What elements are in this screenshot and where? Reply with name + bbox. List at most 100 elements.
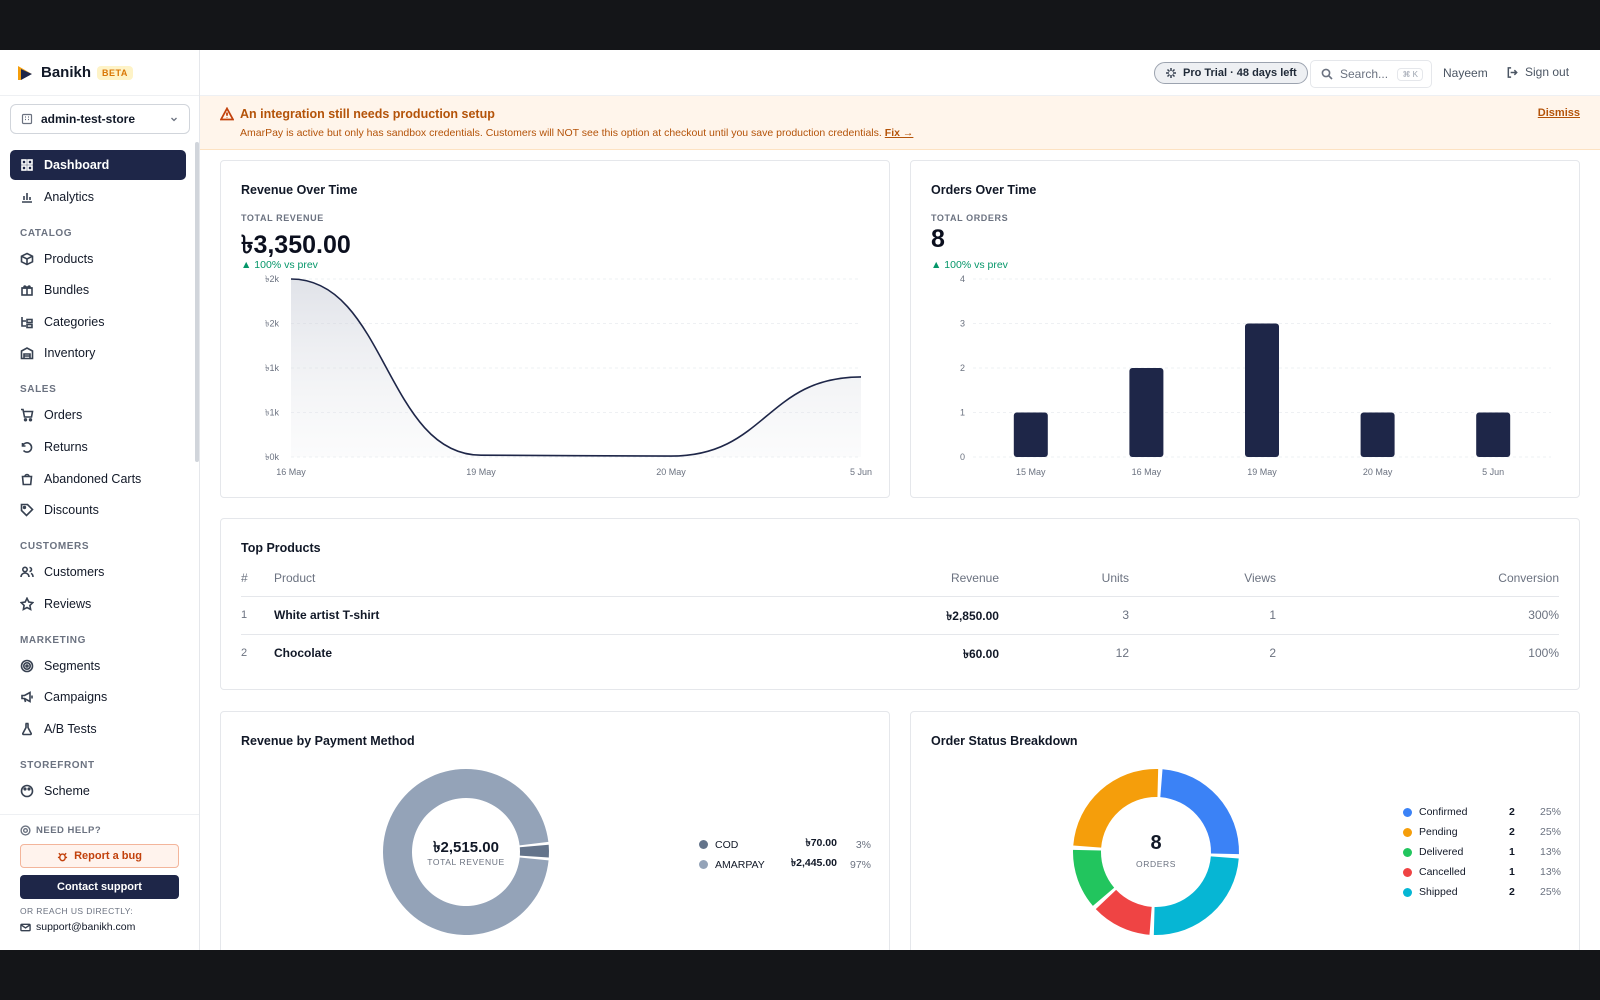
tag-icon (20, 503, 34, 517)
legend-label: Confirmed (1419, 806, 1468, 818)
sidebar-item-discounts[interactable]: Discounts (10, 495, 186, 525)
sidebar-item-label: Bundles (44, 283, 90, 298)
user-name[interactable]: Nayeem (1443, 66, 1488, 80)
x-tick-label: 19 May (466, 467, 496, 477)
nav-section-customers: CUSTOMERS (20, 541, 90, 553)
donut-slice-shipped[interactable] (1153, 856, 1239, 935)
x-tick-label: 16 May (1132, 467, 1162, 477)
bug-icon (57, 852, 68, 861)
sidebar-item-label: Inventory (44, 346, 96, 361)
sidebar-item-customers[interactable]: Customers (10, 557, 186, 587)
donut-slice-cancelled[interactable] (1095, 889, 1152, 935)
sidebar-item-label: Abandoned Carts (44, 471, 142, 486)
sidebar: Banikh BETA admin-test-store Dashboard An… (0, 50, 200, 950)
contact-support-button[interactable]: Contact support (20, 875, 179, 899)
legend-item[interactable]: Confirmed 2 25% (1403, 806, 1563, 818)
donut-slice-amarpay[interactable] (383, 769, 549, 936)
search-icon (1321, 68, 1333, 80)
legend-count: 1 (1509, 866, 1515, 878)
bar[interactable] (1245, 323, 1279, 458)
support-email-link[interactable]: support@banikh.com (20, 921, 179, 933)
sidebar-item-label: Dashboard (44, 158, 110, 172)
box-icon (20, 252, 34, 265)
legend-pct: 97% (849, 858, 871, 871)
search-input[interactable]: Search... ⌘ K (1310, 60, 1432, 88)
legend-pct: 3% (855, 838, 871, 851)
bar[interactable] (1360, 412, 1395, 458)
legend-item[interactable]: Delivered 1 13% (1403, 846, 1563, 858)
y-tick-label: ৳2k (265, 274, 279, 284)
col-conversion: Conversion (1498, 571, 1559, 585)
status-donut-chart[interactable] (911, 712, 1581, 950)
sparkles-icon (1166, 68, 1176, 78)
donut-slice-delivered[interactable] (1073, 849, 1115, 906)
alert-fix-link[interactable]: Fix → (884, 127, 914, 139)
legend-item[interactable]: COD ৳70.00 3% (699, 836, 871, 853)
sidebar-item-products[interactable]: Products (10, 244, 186, 274)
bar[interactable] (1476, 412, 1511, 458)
sidebar-item-scheme[interactable]: Scheme (10, 776, 186, 806)
grid-icon (21, 159, 33, 171)
x-tick-label: 20 May (1363, 467, 1393, 477)
sidebar-item-categories[interactable]: Categories (10, 307, 186, 337)
bar-chart-icon (22, 192, 32, 203)
sidebar-item-segments[interactable]: Segments (10, 651, 186, 681)
store-name: admin-test-store (41, 112, 136, 126)
sign-out-button[interactable]: Sign out (1506, 65, 1569, 79)
kpi-label: TOTAL ORDERS (931, 213, 1009, 223)
y-tick-label: ৳1k (265, 363, 279, 373)
row-conversion: 300% (1528, 608, 1559, 622)
sidebar-item-orders[interactable]: Orders (10, 400, 186, 430)
x-tick-label: 19 May (1247, 467, 1277, 477)
lifebuoy-icon (20, 825, 31, 836)
sidebar-item-analytics[interactable]: Analytics (10, 182, 186, 212)
store-selector[interactable]: admin-test-store (10, 104, 190, 134)
revenue-chart[interactable]: ৳2k ৳2k ৳1k ৳1k ৳0k 16 May 19 May 20 May 5 Jun (221, 161, 891, 499)
row-revenue: ৳2,850.00 (946, 609, 999, 623)
donut-center-value: 8 (1150, 832, 1162, 854)
card-title: Revenue Over Time (241, 183, 358, 197)
sidebar-item-label: Reviews (44, 596, 92, 611)
legend-item[interactable]: AMARPAY ৳2,445.00 97% (699, 856, 871, 873)
legend-item[interactable]: Cancelled 1 13% (1403, 866, 1563, 878)
kpi-value: ৳3,350.00 (241, 231, 351, 259)
legend-dot (1403, 827, 1412, 837)
sidebar-item-dashboard[interactable]: Dashboard (10, 150, 186, 180)
legend-pct: 25% (1539, 886, 1561, 898)
warehouse-icon (20, 347, 34, 360)
donut-slice-pending[interactable] (1073, 769, 1159, 848)
sidebar-item-campaigns[interactable]: Campaigns (10, 682, 186, 712)
legend-item[interactable]: Shipped 2 25% (1403, 886, 1563, 898)
y-tick-label: 3 (960, 319, 965, 329)
sidebar-item-inventory[interactable]: Inventory (10, 338, 186, 368)
payment-donut-chart[interactable] (221, 712, 891, 950)
trial-badge[interactable]: Pro Trial · 48 days left (1154, 62, 1308, 84)
orders-over-time-card: Orders Over Time TOTAL ORDERS 8 ▲ 100% v… (910, 160, 1580, 498)
sidebar-item-a-b-tests[interactable]: A/B Tests (10, 714, 186, 744)
sidebar-item-reviews[interactable]: Reviews (10, 589, 186, 619)
legend-dot (1403, 807, 1412, 817)
donut-slice-confirmed[interactable] (1160, 769, 1239, 855)
legend-item[interactable]: Pending 2 25% (1403, 826, 1563, 838)
report-bug-button[interactable]: Report a bug (20, 844, 179, 868)
y-tick-label: 2 (960, 363, 965, 373)
legend-dot (1403, 867, 1412, 877)
table-divider (241, 634, 1559, 635)
folder-tree-icon (21, 316, 33, 329)
sidebar-item-label: Discounts (44, 503, 99, 518)
nav-section-catalog: CATALOG (20, 227, 73, 239)
sidebar-item-label: Returns (44, 439, 88, 454)
dismiss-button[interactable]: Dismiss (1537, 107, 1580, 119)
brand[interactable]: Banikh BETA (0, 50, 199, 96)
donut-slice-cod[interactable] (519, 844, 549, 858)
sidebar-item-bundles[interactable]: Bundles (10, 275, 186, 305)
bar[interactable] (1013, 412, 1048, 458)
card-title: Top Products (241, 541, 321, 555)
row-views: 2 (1269, 646, 1276, 660)
sidebar-item-returns[interactable]: Returns (10, 432, 186, 462)
nav-section-marketing: MARKETING (20, 634, 86, 646)
sidebar-scrollbar[interactable] (195, 142, 199, 462)
orders-chart[interactable]: 4 3 2 1 0 15 May 16 May 19 May 20 May 5 Jun (911, 161, 1581, 499)
bar[interactable] (1129, 368, 1164, 457)
sidebar-item-abandoned-carts[interactable]: Abandoned Carts (10, 464, 186, 494)
